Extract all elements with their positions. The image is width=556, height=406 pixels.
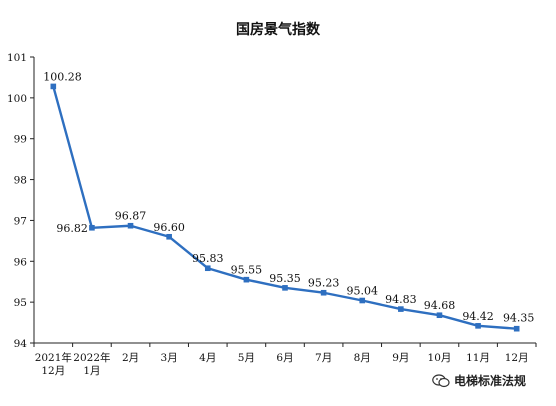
data-point xyxy=(398,306,404,312)
y-tick-label: 94 xyxy=(14,338,28,350)
chart-title: 国房景气指数 xyxy=(236,21,321,38)
data-label: 95.55 xyxy=(231,264,263,277)
y-tick-label: 97 xyxy=(14,215,27,227)
data-point xyxy=(204,265,211,272)
data-point xyxy=(50,83,57,90)
data-label: 96.82 xyxy=(56,222,88,235)
y-tick-label: 98 xyxy=(14,175,27,187)
watermark: 电梯标准法规 xyxy=(432,372,526,389)
y-tick-label: 96 xyxy=(14,256,28,268)
data-label: 95.23 xyxy=(308,277,340,290)
y-tick-label: 99 xyxy=(14,134,27,146)
data-point xyxy=(127,222,134,229)
data-label: 94.35 xyxy=(503,312,535,325)
x-tick-label: 2021年 12月 xyxy=(35,351,72,377)
data-label: 94.42 xyxy=(462,310,494,323)
data-point xyxy=(89,224,95,231)
y-tick-label: 100 xyxy=(7,93,27,105)
x-tick-label: 8月 xyxy=(354,352,371,364)
data-label: 96.87 xyxy=(115,210,147,223)
series-line xyxy=(52,86,517,330)
y-tick-label: 101 xyxy=(7,52,27,64)
data-point xyxy=(243,276,250,283)
x-tick-label: 9月 xyxy=(392,352,409,364)
x-tick-label: 2月 xyxy=(122,352,139,364)
data-label: 100.28 xyxy=(43,70,82,83)
data-point xyxy=(320,289,327,296)
data-label: 95.83 xyxy=(192,252,224,265)
x-tick-label: 10月 xyxy=(428,352,452,364)
x-tick-label: 5月 xyxy=(238,352,255,364)
data-point xyxy=(513,325,520,332)
wechat-icon xyxy=(432,373,450,387)
x-tick-label: 12月 xyxy=(505,352,529,364)
watermark-text: 电梯标准法规 xyxy=(454,374,527,388)
data-label: 95.35 xyxy=(269,272,301,285)
x-tick-label: 4月 xyxy=(199,352,216,364)
data-label: 94.68 xyxy=(424,299,456,312)
x-tick-label: 11月 xyxy=(466,352,490,364)
x-tick-label: 3月 xyxy=(161,352,178,364)
data-label: 96.60 xyxy=(153,221,185,234)
data-point xyxy=(475,323,481,329)
data-point xyxy=(436,312,443,319)
data-label: 94.83 xyxy=(385,293,417,306)
x-tick-label: 2022年 1月 xyxy=(73,351,110,377)
x-tick-label: 7月 xyxy=(315,352,332,364)
data-point xyxy=(282,285,288,291)
y-tick-label: 95 xyxy=(14,297,27,309)
x-tick-label: 6月 xyxy=(276,352,293,364)
data-point xyxy=(166,233,172,240)
data-point xyxy=(359,297,366,304)
data-label: 95.04 xyxy=(346,285,378,298)
